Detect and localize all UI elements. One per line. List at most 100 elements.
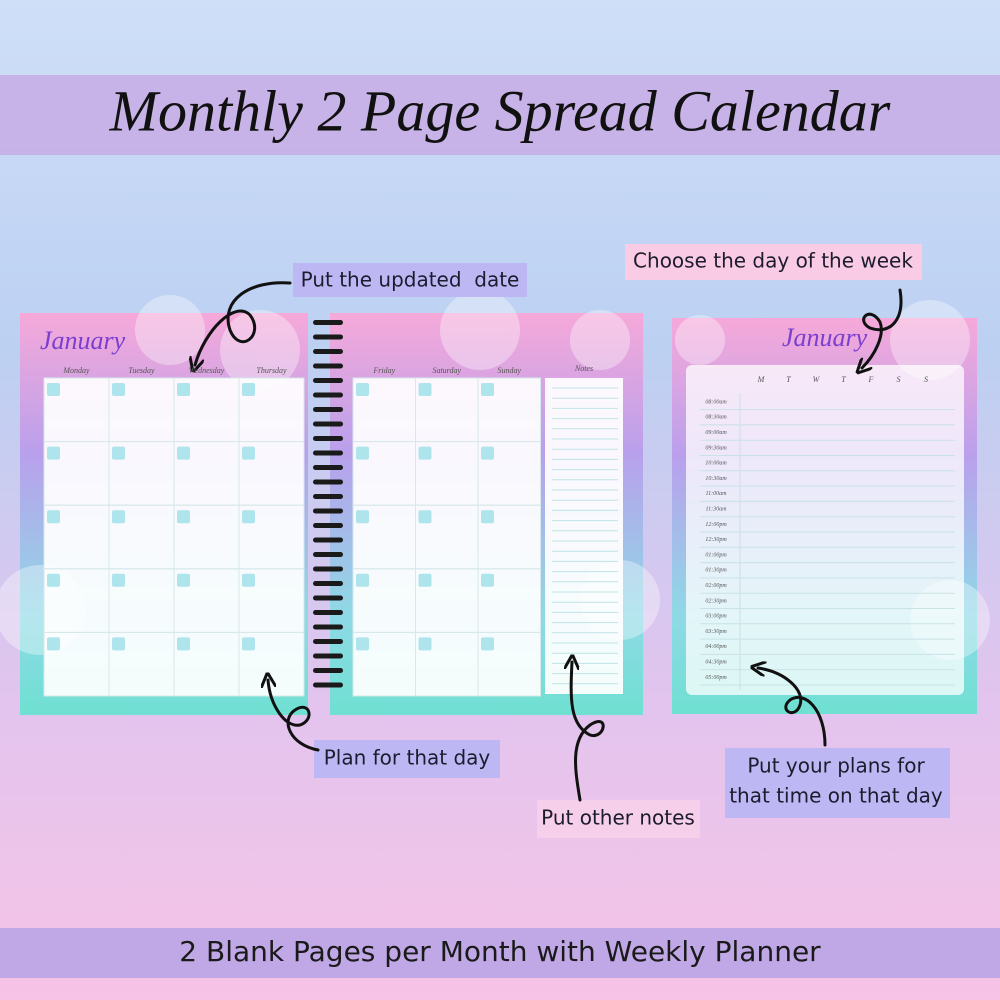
date-box bbox=[481, 637, 494, 651]
date-box bbox=[481, 573, 494, 587]
weekly-panel bbox=[686, 365, 964, 695]
weekday-header: M bbox=[757, 375, 766, 384]
day-header: Monday bbox=[62, 366, 90, 375]
time-label: 02:00pm bbox=[705, 583, 727, 589]
spiral-ring bbox=[313, 392, 343, 398]
date-box bbox=[47, 510, 60, 524]
spiral-ring bbox=[313, 421, 343, 427]
date-box bbox=[177, 637, 190, 651]
annotation: Put other notes bbox=[541, 806, 695, 830]
footer: 2 Blank Pages per Month with Weekly Plan… bbox=[179, 935, 821, 968]
weekday-header: T bbox=[786, 375, 791, 384]
date-box bbox=[356, 637, 369, 651]
time-label: 03:30pm bbox=[705, 629, 727, 635]
grid-panel bbox=[353, 378, 541, 696]
time-label: 09:00am bbox=[705, 430, 727, 436]
date-box bbox=[177, 446, 190, 460]
time-label: 05:00pm bbox=[705, 675, 727, 681]
day-header: Wednesday bbox=[189, 366, 225, 375]
planner-pages bbox=[0, 290, 990, 715]
date-box bbox=[112, 637, 125, 651]
annotation: Plan for that day bbox=[324, 746, 491, 770]
spiral-ring bbox=[313, 407, 343, 412]
spiral-ring bbox=[313, 523, 343, 528]
annotation: Put your plans for bbox=[747, 754, 925, 778]
weekday-header: W bbox=[813, 375, 821, 384]
date-box bbox=[356, 383, 369, 396]
notes-header: Notes bbox=[574, 364, 593, 373]
day-header: Thursday bbox=[256, 366, 287, 375]
spiral-ring bbox=[313, 595, 343, 601]
date-box bbox=[418, 383, 432, 396]
day-header: Tuesday bbox=[128, 366, 155, 375]
weekday-header: S bbox=[897, 375, 901, 384]
date-box bbox=[112, 383, 125, 396]
time-label: 10:30am bbox=[705, 476, 727, 482]
title-band bbox=[0, 75, 1000, 155]
spiral-ring bbox=[313, 465, 343, 470]
spiral-ring bbox=[313, 494, 343, 499]
spiral-ring bbox=[313, 320, 343, 325]
weekday-header: F bbox=[868, 375, 874, 384]
month-title: January bbox=[40, 326, 126, 355]
spiral-ring bbox=[313, 378, 343, 383]
month-title: January bbox=[782, 323, 868, 352]
date-box bbox=[356, 510, 369, 524]
day-header: Saturday bbox=[432, 366, 461, 375]
weekday-header: S bbox=[924, 375, 928, 384]
spiral-ring bbox=[313, 552, 343, 557]
spiral-ring bbox=[313, 450, 343, 456]
date-box bbox=[112, 446, 125, 460]
footer-band bbox=[0, 928, 1000, 978]
notes-box bbox=[545, 378, 623, 694]
annotation-box bbox=[537, 800, 700, 838]
time-label: 12:00pm bbox=[705, 522, 727, 528]
weekday-header: T bbox=[841, 375, 846, 384]
spiral-ring bbox=[313, 537, 343, 543]
time-label: 08:30am bbox=[705, 415, 727, 421]
time-label: 01:30pm bbox=[705, 568, 727, 574]
annotation-box bbox=[625, 244, 922, 280]
date-box bbox=[47, 573, 60, 587]
date-box bbox=[242, 637, 255, 651]
date-box bbox=[47, 637, 60, 651]
time-label: 11:00am bbox=[706, 491, 728, 497]
date-box bbox=[481, 446, 494, 460]
date-box bbox=[112, 573, 125, 587]
date-box bbox=[112, 510, 125, 524]
time-label: 03:00pm bbox=[705, 614, 727, 620]
time-label: 09:30am bbox=[705, 445, 727, 451]
time-label: 08:00am bbox=[705, 399, 727, 405]
time-label: 02:30pm bbox=[705, 598, 727, 604]
annotation: Put the updated date bbox=[301, 268, 520, 292]
spiral-ring bbox=[313, 682, 343, 688]
date-box bbox=[177, 510, 190, 524]
spiral-ring bbox=[313, 334, 343, 340]
annotation-box bbox=[293, 263, 527, 297]
annotation: Choose the day of the week bbox=[633, 249, 913, 273]
spiral-ring bbox=[313, 508, 343, 514]
time-label: 11:30am bbox=[706, 506, 728, 512]
date-box bbox=[242, 510, 255, 524]
date-box bbox=[356, 573, 369, 587]
annotation-box bbox=[725, 748, 950, 818]
date-box bbox=[418, 637, 432, 651]
annotation-box bbox=[314, 740, 500, 778]
day-header: Sunday bbox=[497, 366, 521, 375]
spiral-ring bbox=[313, 349, 343, 354]
time-label: 04:00pm bbox=[705, 643, 727, 650]
date-box bbox=[177, 573, 190, 587]
date-box bbox=[242, 573, 255, 587]
date-box bbox=[356, 446, 369, 460]
spiral-ring bbox=[313, 624, 343, 630]
time-label: 04:30pm bbox=[705, 658, 727, 665]
time-label: 10:00am bbox=[705, 461, 727, 467]
day-header: Friday bbox=[372, 366, 395, 375]
spiral-ring bbox=[313, 610, 343, 615]
spiral-ring bbox=[313, 639, 343, 644]
spiral-ring bbox=[313, 363, 343, 369]
spiral-ring bbox=[313, 581, 343, 586]
day-cell bbox=[477, 631, 541, 697]
date-box bbox=[242, 383, 255, 396]
spiral-ring bbox=[313, 436, 343, 441]
